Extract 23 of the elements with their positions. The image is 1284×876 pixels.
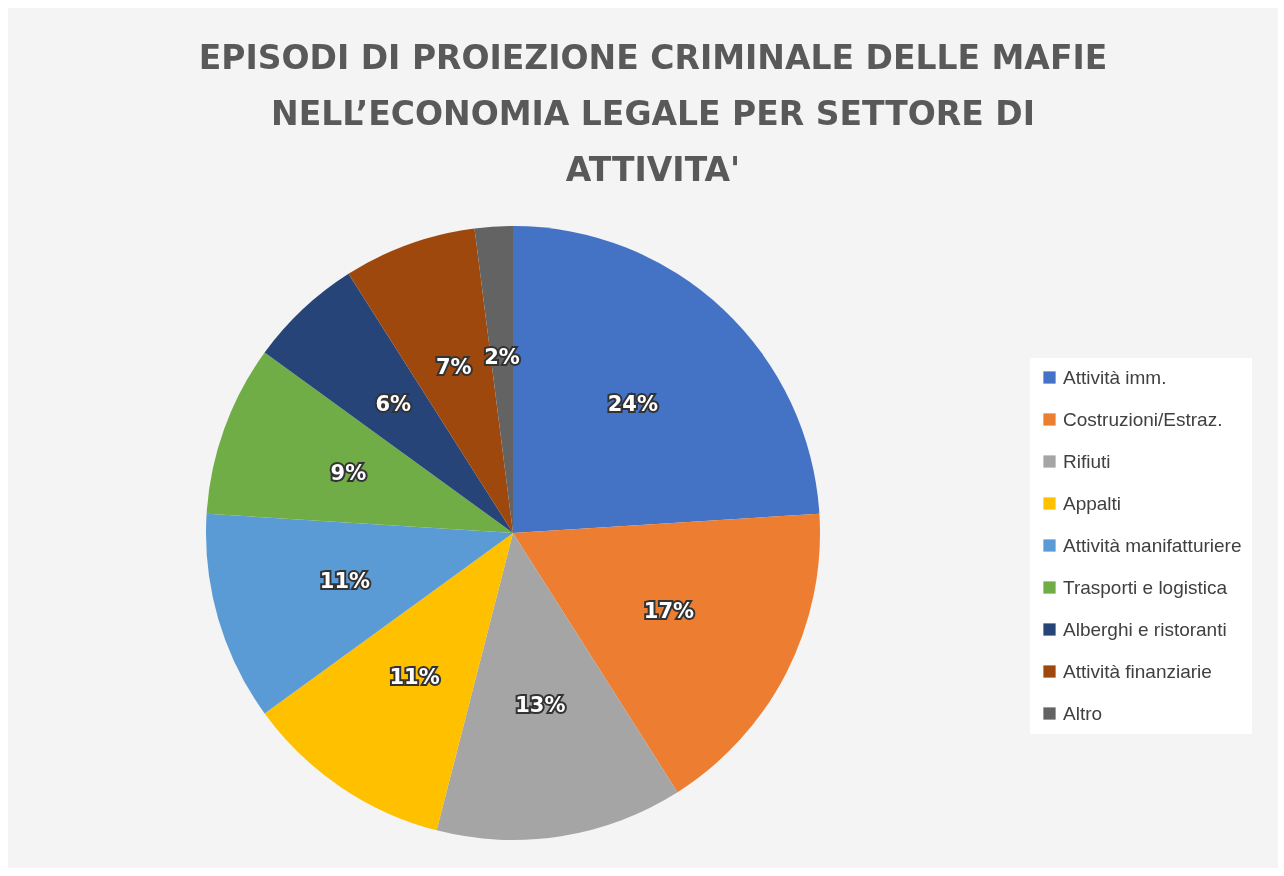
data-label: 11%: [319, 568, 371, 593]
data-label: 7%: [435, 355, 472, 380]
pie-slice: [513, 513, 820, 793]
legend-label: Appalti: [1063, 492, 1122, 514]
legend-label: Attività finanziarie: [1063, 660, 1212, 682]
legend-label: Alberghi e ristoranti: [1063, 618, 1227, 640]
data-label: 24%: [607, 392, 658, 417]
data-label: 11%: [389, 664, 440, 689]
pie-slice: [264, 533, 513, 831]
legend-label: Attività manifatturiere: [1063, 534, 1242, 556]
legend-label: Costruzioni/Estraz.: [1063, 408, 1223, 430]
text: NELL’ECONOMIA LEGALE PER SETTORE DI: [271, 94, 1035, 133]
pie-slice: [206, 513, 513, 714]
text: ATTIVITA': [565, 150, 741, 189]
legend-label: Altro: [1063, 702, 1103, 724]
data-label: 9%: [330, 460, 367, 485]
legend-label: Attività imm.: [1063, 366, 1167, 388]
text: EPISODI DI PROIEZIONE CRIMINALE DELLE MAFIE: [198, 38, 1108, 77]
legend-label: Trasporti e logistica: [1063, 576, 1228, 598]
legend-label: Rifiuti: [1063, 450, 1111, 472]
data-label: 6%: [375, 392, 412, 417]
data-label: 13%: [515, 692, 566, 717]
data-label: 17%: [643, 599, 695, 624]
